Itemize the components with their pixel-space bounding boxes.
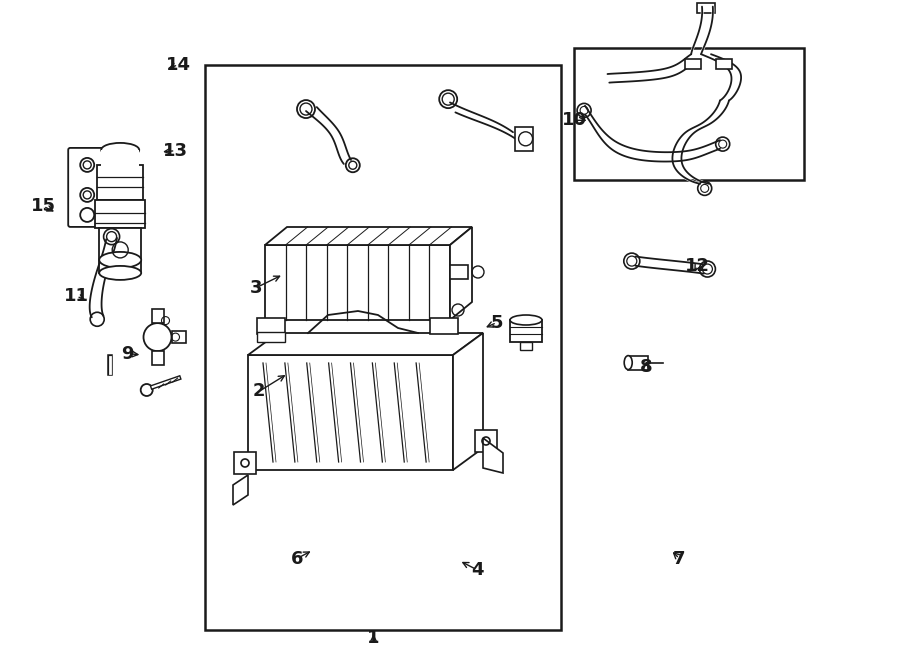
Text: 12: 12: [685, 256, 710, 275]
Ellipse shape: [510, 315, 542, 325]
Bar: [248, 355, 453, 470]
Text: 11: 11: [64, 287, 89, 305]
Text: 4: 4: [471, 561, 483, 579]
Bar: [450, 265, 468, 279]
Text: 8: 8: [640, 358, 652, 376]
Ellipse shape: [99, 252, 141, 268]
Bar: [628, 356, 648, 369]
Text: 15: 15: [31, 197, 56, 215]
Bar: [257, 332, 285, 342]
Text: 13: 13: [163, 141, 188, 160]
Bar: [520, 342, 532, 350]
Polygon shape: [453, 333, 483, 470]
Text: 5: 5: [491, 313, 503, 332]
Text: 7: 7: [673, 549, 686, 568]
Bar: [257, 318, 285, 334]
Text: 3: 3: [250, 278, 263, 297]
Polygon shape: [450, 227, 472, 320]
Bar: [510, 320, 542, 342]
Text: 14: 14: [166, 56, 191, 74]
Bar: [172, 331, 185, 343]
Polygon shape: [483, 438, 503, 473]
Bar: [95, 200, 145, 228]
Bar: [685, 59, 701, 69]
Bar: [101, 150, 140, 168]
Text: 6: 6: [291, 549, 303, 568]
Bar: [151, 351, 164, 365]
FancyBboxPatch shape: [68, 148, 107, 227]
Bar: [151, 309, 164, 323]
Bar: [515, 127, 533, 151]
Bar: [716, 59, 733, 69]
Bar: [475, 430, 497, 452]
Ellipse shape: [140, 384, 153, 396]
Polygon shape: [233, 475, 248, 505]
Text: 2: 2: [253, 382, 266, 401]
Bar: [697, 3, 715, 13]
Ellipse shape: [99, 266, 141, 280]
Polygon shape: [265, 227, 472, 245]
Bar: [234, 452, 256, 474]
Text: 10: 10: [562, 111, 587, 130]
Polygon shape: [248, 333, 483, 355]
Bar: [205, 65, 561, 630]
Bar: [99, 228, 141, 273]
Ellipse shape: [143, 323, 172, 351]
Bar: [265, 245, 450, 320]
Ellipse shape: [101, 143, 140, 157]
Bar: [574, 48, 804, 180]
Text: 9: 9: [122, 344, 134, 363]
Text: 1: 1: [367, 629, 380, 647]
Bar: [97, 165, 143, 200]
Bar: [430, 318, 458, 334]
Ellipse shape: [625, 356, 632, 369]
